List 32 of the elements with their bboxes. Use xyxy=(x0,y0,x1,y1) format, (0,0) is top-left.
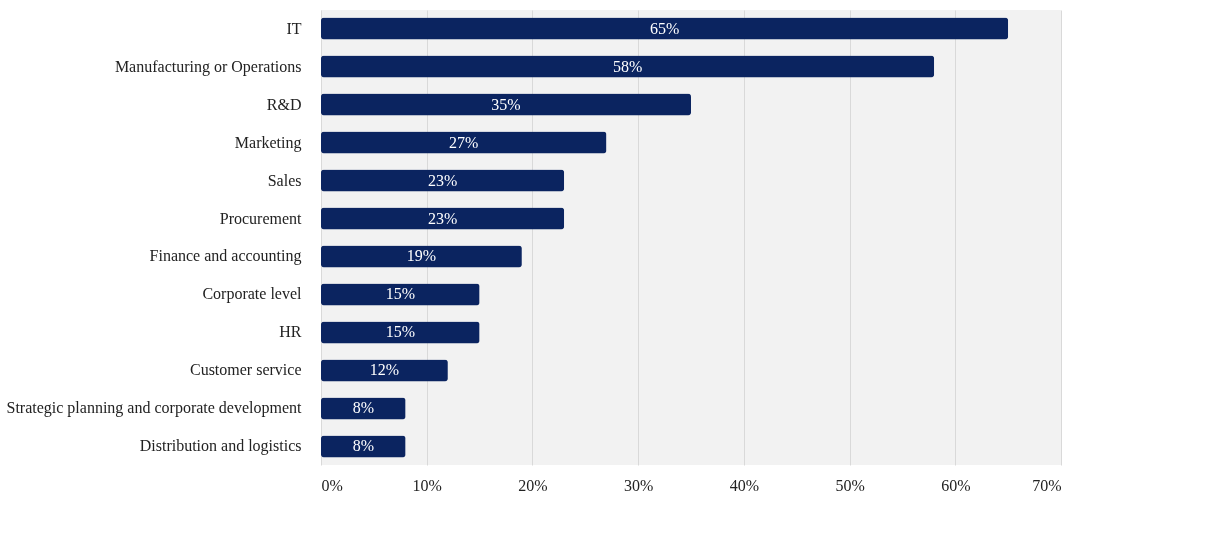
y-tick-label: Finance and accounting xyxy=(149,247,302,266)
data-label: 15% xyxy=(385,323,415,341)
y-tick-label: Marketing xyxy=(234,133,302,152)
y-tick-label: Sales xyxy=(267,171,302,189)
x-tick-label: 60% xyxy=(941,476,971,494)
data-label: 23% xyxy=(427,209,458,227)
y-tick-label: Strategic planning and corporate development xyxy=(6,399,303,418)
data-label: 8% xyxy=(352,399,374,417)
x-tick-label: 0% xyxy=(321,476,343,494)
x-tick-label: 40% xyxy=(729,476,760,494)
y-tick-label: R&D xyxy=(266,95,302,113)
data-label: 35% xyxy=(491,95,521,113)
y-tick-label: Procurement xyxy=(219,209,303,227)
y-tick-label: Customer service xyxy=(189,361,302,379)
x-tick-label: 10% xyxy=(412,476,442,494)
data-label: 19% xyxy=(406,247,437,265)
y-tick-label: HR xyxy=(279,323,302,341)
y-tick-label: IT xyxy=(286,19,302,37)
data-label: 23% xyxy=(427,171,458,189)
y-tick-label: Manufacturing or Operations xyxy=(114,57,302,76)
x-tick-label: 70% xyxy=(1032,476,1062,494)
data-label: 65% xyxy=(649,19,680,37)
y-tick-label: Distribution and logistics xyxy=(139,437,302,456)
x-tick-label: 30% xyxy=(623,476,654,494)
y-tick-label: Corporate level xyxy=(202,285,303,304)
x-tick-label: 20% xyxy=(518,476,548,494)
data-label: 8% xyxy=(352,437,374,455)
data-label: 58% xyxy=(612,57,643,75)
data-label: 12% xyxy=(369,361,400,379)
data-label: 27% xyxy=(449,133,479,151)
x-tick-label: 50% xyxy=(835,476,865,494)
data-label: 15% xyxy=(385,285,415,303)
